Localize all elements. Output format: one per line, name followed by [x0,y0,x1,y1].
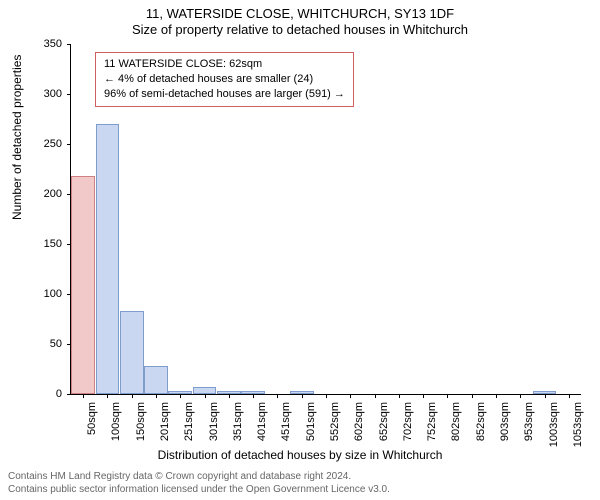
ytick-label: 300 [22,88,62,100]
bar [193,387,217,394]
xtick-mark [399,394,400,398]
xtick-label: 702sqm [402,402,414,450]
ytick-mark [67,144,71,145]
xtick-label: 652sqm [378,402,390,450]
xtick-mark [180,394,181,398]
info-line-2: ← 4% of detached houses are smaller (24) [104,72,345,87]
ytick-mark [67,44,71,45]
chart-container: 11, WATERSIDE CLOSE, WHITCHURCH, SY13 1D… [0,0,600,500]
xtick-mark [277,394,278,398]
xtick-mark [302,394,303,398]
xtick-mark [545,394,546,398]
xtick-label: 1003sqm [548,402,560,450]
footer-line-2: Contains public sector information licen… [8,484,390,497]
bar [120,311,144,394]
xtick-label: 150sqm [135,402,147,450]
xtick-label: 552sqm [329,402,341,450]
xtick-mark [326,394,327,398]
xtick-mark [350,394,351,398]
info-line-1: 11 WATERSIDE CLOSE: 62sqm [104,57,345,72]
xtick-mark [375,394,376,398]
ytick-label: 350 [22,38,62,50]
xtick-label: 903sqm [499,402,511,450]
xtick-mark [83,394,84,398]
xtick-label: 602sqm [353,402,365,450]
xtick-label: 1053sqm [572,402,584,450]
ytick-label: 50 [22,338,62,350]
xtick-mark [132,394,133,398]
xtick-mark [156,394,157,398]
xtick-mark [447,394,448,398]
ytick-mark [67,394,71,395]
xtick-mark [496,394,497,398]
xtick-label: 852sqm [475,402,487,450]
xtick-mark [229,394,230,398]
bar-highlight [71,176,95,394]
xtick-mark [205,394,206,398]
xtick-label: 802sqm [450,402,462,450]
xtick-label: 401sqm [256,402,268,450]
xtick-label: 953sqm [523,402,535,450]
footer-attribution: Contains HM Land Registry data © Crown c… [8,471,390,496]
xtick-mark [253,394,254,398]
bar [96,124,120,394]
xtick-label: 451sqm [280,402,292,450]
xtick-label: 501sqm [305,402,317,450]
xtick-label: 50sqm [86,402,98,450]
info-box: 11 WATERSIDE CLOSE: 62sqm ← 4% of detach… [95,52,354,107]
xtick-mark [569,394,570,398]
ytick-label: 0 [22,388,62,400]
info-line-3: 96% of semi-detached houses are larger (… [104,87,345,102]
xtick-mark [520,394,521,398]
ytick-mark [67,94,71,95]
ytick-label: 100 [22,288,62,300]
xtick-label: 752sqm [426,402,438,450]
chart-subtitle: Size of property relative to detached ho… [0,22,600,37]
xtick-mark [107,394,108,398]
x-axis-label: Distribution of detached houses by size … [0,448,600,462]
ytick-label: 200 [22,188,62,200]
ytick-label: 150 [22,238,62,250]
xtick-mark [423,394,424,398]
xtick-label: 201sqm [159,402,171,450]
bar [144,366,168,394]
xtick-label: 251sqm [183,402,195,450]
xtick-mark [472,394,473,398]
xtick-label: 100sqm [110,402,122,450]
xtick-label: 301sqm [208,402,220,450]
footer-line-1: Contains HM Land Registry data © Crown c… [8,471,390,484]
xtick-label: 351sqm [232,402,244,450]
chart-title-address: 11, WATERSIDE CLOSE, WHITCHURCH, SY13 1D… [0,6,600,21]
ytick-label: 250 [22,138,62,150]
